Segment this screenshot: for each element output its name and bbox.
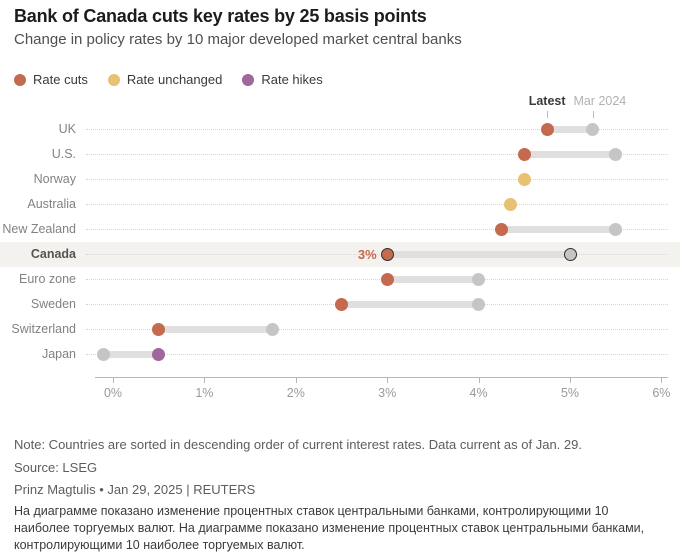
dotted-leader-line: [86, 178, 668, 180]
chart-caption-russian: На диаграмме показано изменение процентн…: [14, 504, 645, 552]
axis-tick-label: 6%: [652, 386, 671, 400]
chart-row-canada: Canada 3%: [0, 241, 680, 267]
axis-tick: [570, 377, 571, 383]
axis-tick: [661, 377, 663, 383]
chart-row-u-s-: U.S.: [0, 142, 680, 167]
row-label: Sweden: [30, 296, 76, 311]
x-axis-line: [95, 377, 668, 378]
axis-tick-label: 3%: [378, 386, 397, 400]
mar-2024-dot: [97, 347, 111, 361]
row-label: Australia: [27, 196, 76, 211]
row-label: U.S.: [51, 146, 76, 161]
chart-row-norway: Norway: [0, 167, 680, 192]
latest-dot: [152, 322, 166, 336]
latest-dot: [494, 222, 508, 236]
legend-label: Rate unchanged: [126, 72, 223, 87]
chart-row-uk: UK: [0, 117, 680, 142]
column-header-mar-2024: Mar 2024: [573, 94, 627, 108]
latest-dot: [152, 347, 166, 361]
row-label: New Zealand: [2, 221, 76, 236]
row-label: Switzerland: [11, 321, 76, 336]
latest-dot: [380, 272, 394, 286]
latest-dot: [540, 122, 554, 136]
column-header-latest: Latest: [528, 94, 566, 108]
change-bar: [524, 150, 616, 158]
highlight-value-label: 3%: [357, 246, 377, 262]
latest-dot: [380, 247, 394, 261]
mar-2024-dot: [609, 147, 623, 161]
row-label: Canada: [30, 246, 76, 261]
latest-dot: [517, 172, 531, 186]
axis-tick-label: 1%: [195, 386, 214, 400]
change-bar: [547, 125, 593, 133]
dotted-leader-line: [86, 278, 668, 280]
rate-unchanged-dot-icon: [107, 73, 120, 86]
latest-dot: [335, 297, 348, 311]
axis-tick: [204, 377, 206, 383]
row-label: UK: [58, 121, 76, 136]
mar-2024-pointer-tick: [592, 111, 594, 118]
legend-label: Rate hikes: [261, 72, 323, 87]
axis-tick-label: 5%: [560, 386, 580, 400]
row-label: Japan: [41, 346, 76, 361]
dotted-leader-line: [86, 228, 668, 230]
chart-note: Note: Countries are sorted in descending…: [14, 437, 582, 452]
axis-tick-label: 0%: [103, 386, 123, 400]
latest-pointer-tick: [547, 111, 549, 118]
mar-2024-dot: [472, 297, 486, 311]
change-bar: [158, 325, 273, 333]
chart-subtitle: Change in policy rates by 10 major devel…: [14, 31, 462, 48]
page-title: Bank of Canada cuts key rates by 25 basi…: [14, 6, 427, 26]
row-label: Euro zone: [19, 271, 76, 286]
chart-source: Source: LSEG: [14, 460, 98, 475]
dotted-leader-line: [86, 203, 668, 205]
dotted-leader-line: [86, 128, 668, 130]
change-bar: [341, 300, 479, 308]
axis-tick: [113, 377, 114, 383]
chart-row-euro-zone: Euro zone: [0, 267, 680, 292]
row-label: Norway: [33, 171, 76, 186]
axis-tick-label: 4%: [469, 386, 488, 400]
dumbbell-chart: Latest Mar 2024 UK U.S. Norway Australia New…: [0, 92, 680, 402]
rate-cuts-dot-icon: [14, 73, 26, 86]
change-bar: [501, 225, 616, 233]
change-bar: [103, 350, 159, 358]
chart-row-sweden: Sweden: [0, 292, 680, 317]
chart-legend: Rate cuts Rate unchanged Rate hikes: [14, 72, 323, 87]
latest-dot: [504, 197, 518, 211]
legend-label: Rate cuts: [33, 72, 88, 87]
latest-dot: [517, 147, 531, 161]
mar-2024-dot: [472, 272, 486, 286]
axis-tick-label: 2%: [286, 386, 305, 400]
chart-row-new-zealand: New Zealand: [0, 217, 680, 242]
legend-item-rate-cuts: Rate cuts: [14, 72, 88, 87]
change-bar: [387, 275, 479, 283]
dotted-leader-line: [86, 253, 668, 255]
legend-item-rate-unchanged: Rate unchanged: [107, 72, 223, 87]
axis-tick: [295, 377, 297, 383]
mar-2024-dot: [586, 122, 600, 136]
dotted-leader-line: [86, 353, 668, 355]
axis-tick: [387, 377, 389, 383]
mar-2024-dot: [563, 247, 577, 261]
change-bar: [387, 250, 570, 258]
chart-row-switzerland: Switzerland: [0, 317, 680, 342]
chart-byline: Prinz Magtulis • Jan 29, 2025 | REUTERS: [14, 482, 256, 497]
mar-2024-dot: [266, 322, 280, 336]
dotted-leader-line: [86, 153, 668, 155]
mar-2024-dot: [609, 222, 623, 236]
rate-hikes-dot-icon: [242, 73, 255, 86]
dotted-leader-line: [86, 328, 668, 330]
chart-row-australia: Australia: [0, 192, 680, 217]
chart-row-japan: Japan: [0, 342, 680, 367]
axis-tick: [478, 377, 480, 383]
legend-item-rate-hikes: Rate hikes: [242, 72, 323, 87]
